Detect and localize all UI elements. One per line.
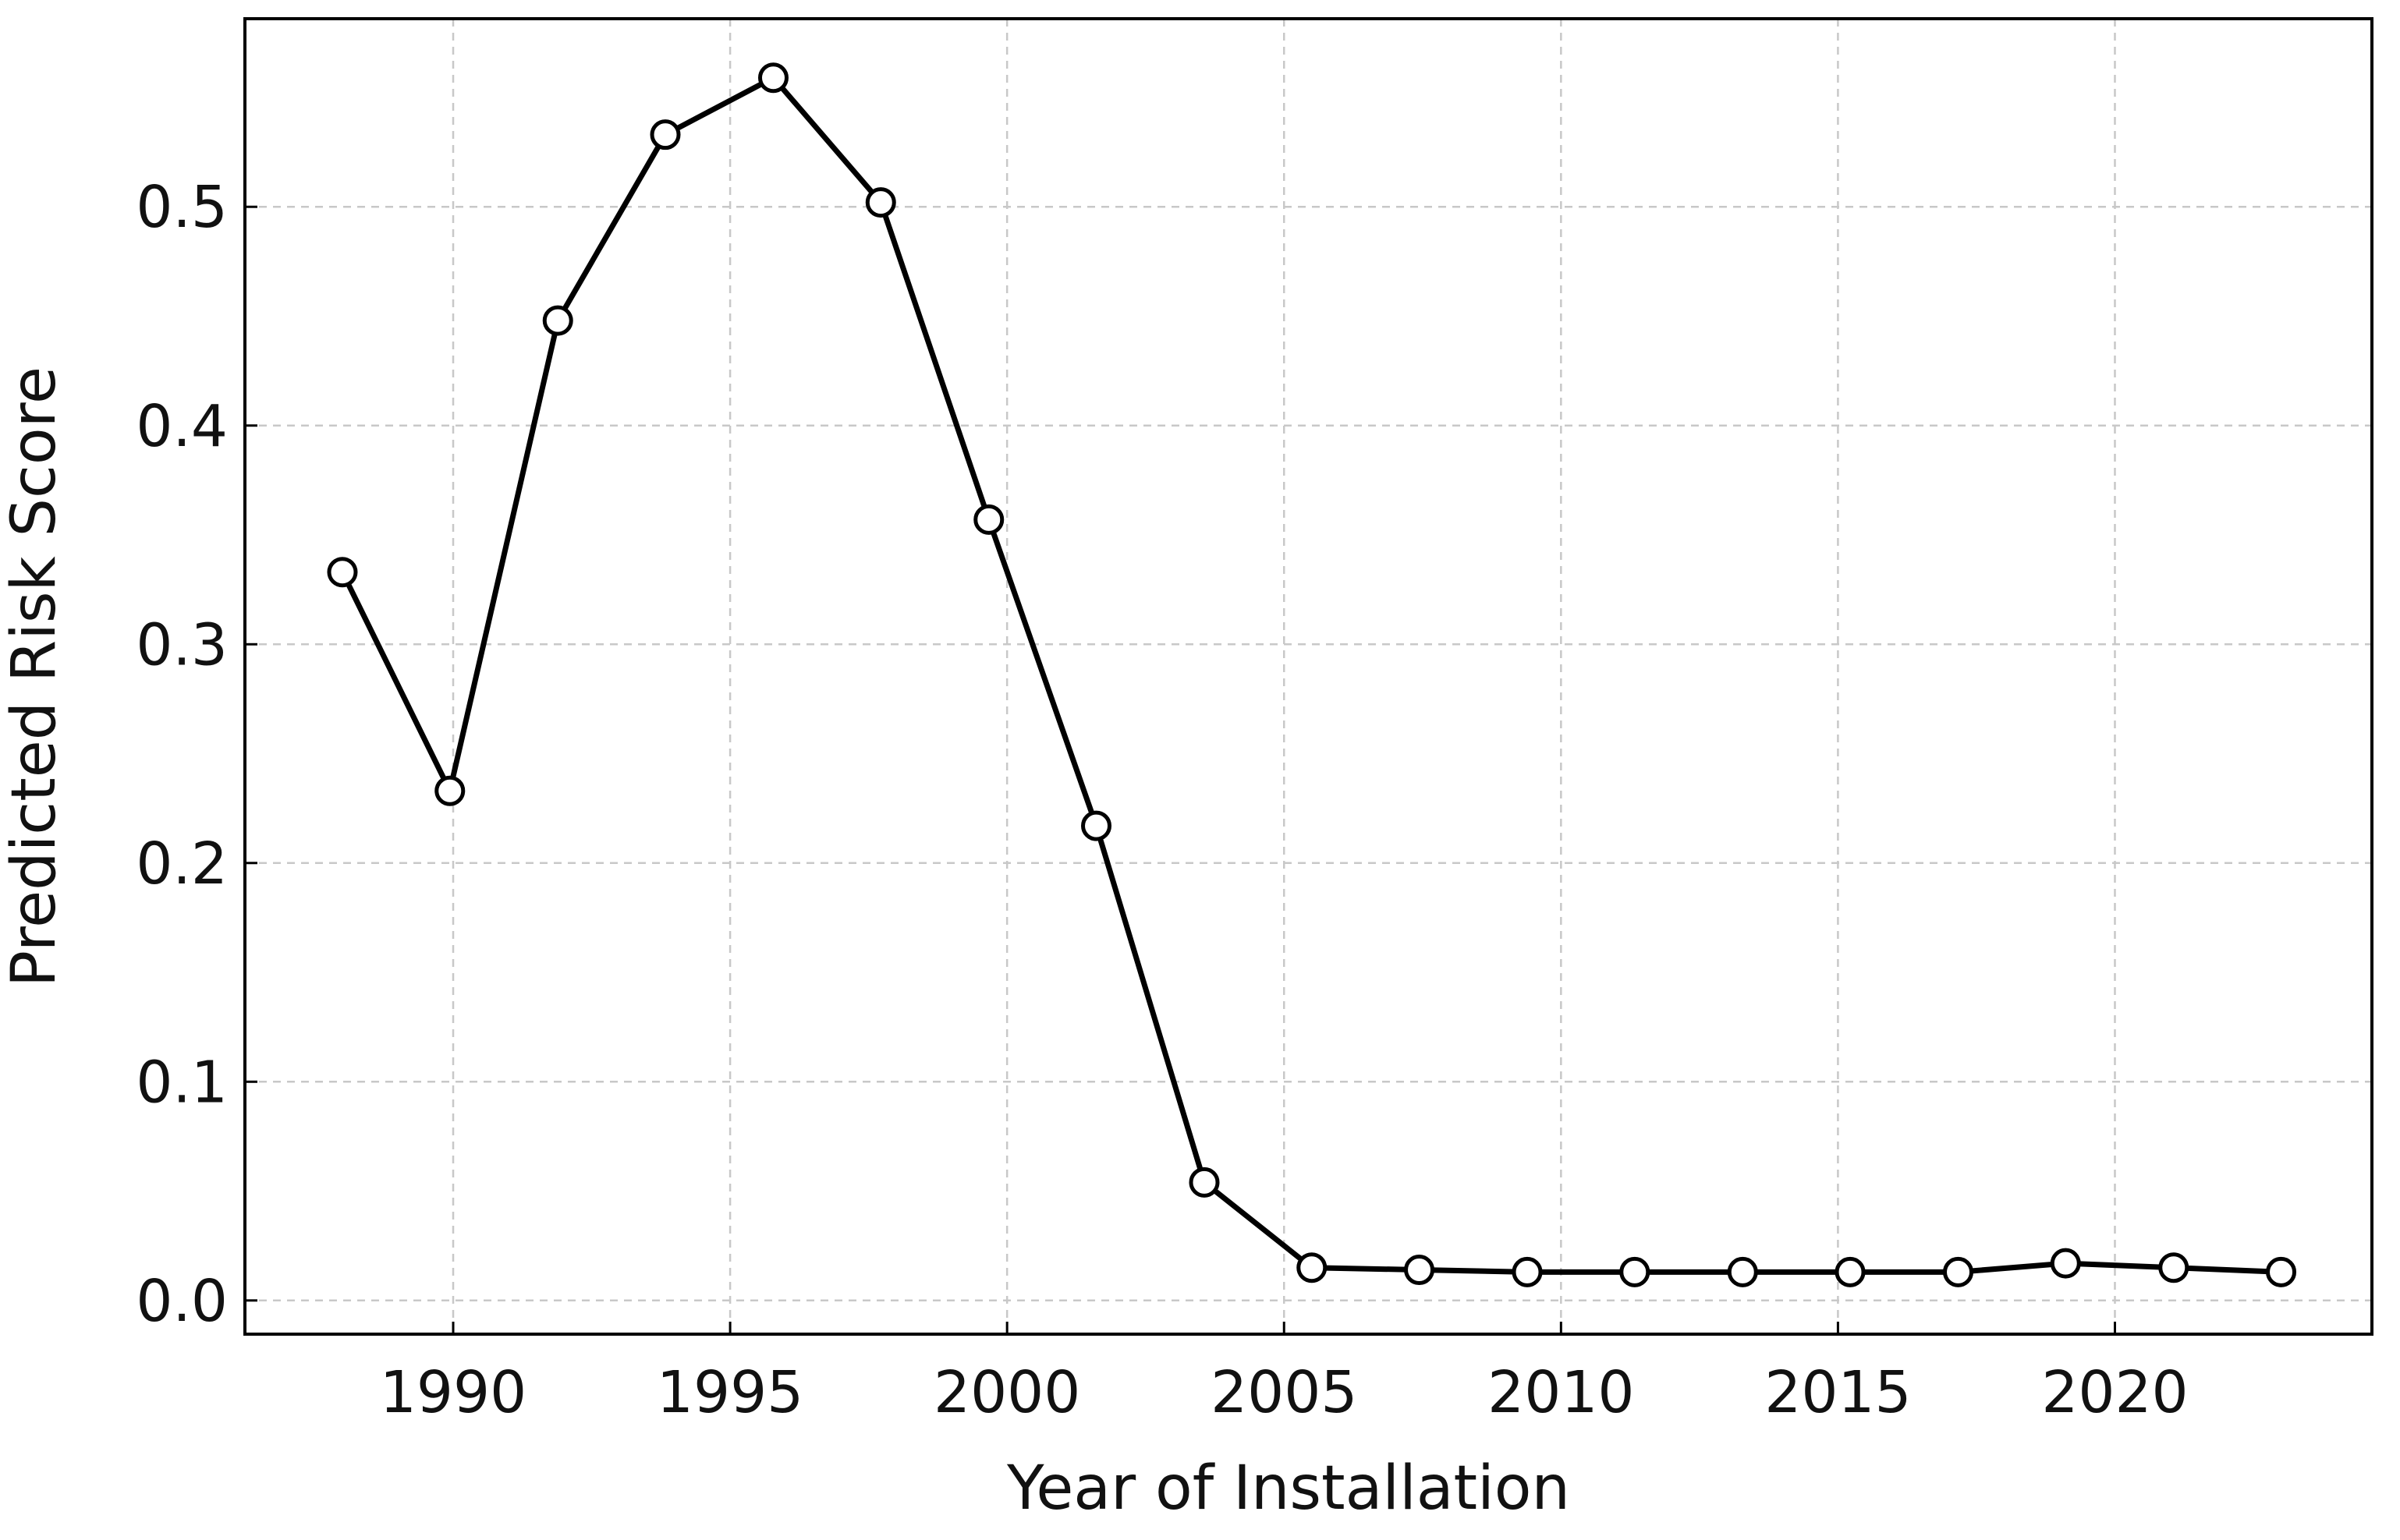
point bbox=[1619, 1256, 1650, 1287]
point bbox=[865, 187, 896, 218]
y-tick-label: 0.1 bbox=[136, 1049, 228, 1116]
line bbox=[339, 75, 2281, 1275]
point bbox=[542, 305, 573, 336]
x-tick-label: 2005 bbox=[1211, 1359, 1357, 1426]
y-axis-title: Predicted Risk Score bbox=[0, 366, 69, 987]
point bbox=[650, 119, 681, 150]
x-tick-label: 2010 bbox=[1487, 1359, 1634, 1426]
point bbox=[434, 775, 466, 806]
y-tick-label: 0.5 bbox=[136, 174, 228, 241]
point bbox=[1512, 1256, 1543, 1287]
x-tick-label: 2020 bbox=[2041, 1359, 2188, 1426]
point bbox=[2266, 1256, 2297, 1287]
point bbox=[1943, 1256, 1974, 1287]
point bbox=[757, 62, 789, 94]
point bbox=[1296, 1252, 1328, 1283]
point bbox=[1835, 1256, 1866, 1287]
point bbox=[1081, 810, 1112, 841]
y-tick-label: 0.4 bbox=[136, 393, 228, 460]
point bbox=[2158, 1252, 2189, 1283]
y-tick-label: 0.3 bbox=[136, 611, 228, 678]
y-tick-label: 0.0 bbox=[136, 1268, 228, 1335]
point bbox=[327, 557, 358, 588]
x-axis-title: Year of Installation bbox=[1006, 1453, 1570, 1524]
x-tick-label: 1990 bbox=[380, 1359, 526, 1426]
point bbox=[1404, 1255, 1435, 1286]
plot-frame bbox=[243, 17, 2373, 1336]
x-tick-label: 1995 bbox=[657, 1359, 803, 1426]
x-tick-label: 2015 bbox=[1764, 1359, 1911, 1426]
x-tick-label: 2000 bbox=[934, 1359, 1080, 1426]
point bbox=[1727, 1256, 1758, 1287]
point bbox=[2050, 1248, 2081, 1279]
point bbox=[1189, 1167, 1220, 1198]
point bbox=[973, 504, 1005, 535]
y-tick-label: 0.2 bbox=[136, 830, 228, 897]
